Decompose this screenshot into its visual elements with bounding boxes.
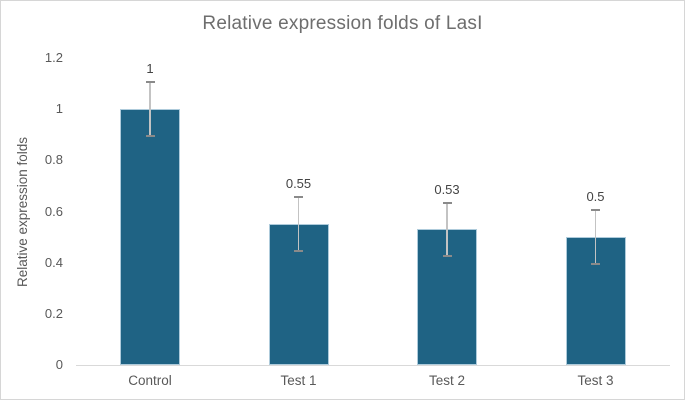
error-bar-cap-top <box>591 209 600 212</box>
y-tick-label: 0.6 <box>44 203 63 219</box>
bar-value-label: 0.5 <box>586 189 605 205</box>
x-tick-label: Control <box>128 373 172 388</box>
chart-title: Relative expression folds of LasI <box>202 13 483 34</box>
bar-value-label: 0.55 <box>285 176 312 192</box>
x-tick-label: Test 2 <box>428 373 466 388</box>
y-tick-label: 1 <box>55 101 63 117</box>
bar-value-label: 0.53 <box>434 181 460 197</box>
y-tick-label: 0.4 <box>44 254 63 270</box>
y-tick-label: 0.2 <box>44 305 63 321</box>
y-tick-label: 0 <box>55 357 63 372</box>
error-bar-cap-bottom <box>591 262 600 265</box>
bar-value-label: 1 <box>146 61 154 77</box>
y-tick-label: 1.2 <box>44 50 63 65</box>
error-bar-cap-top <box>145 81 155 84</box>
error-bar-line <box>446 202 448 257</box>
y-tick-label: 0.8 <box>44 152 63 168</box>
error-bar-cap-top <box>294 196 303 199</box>
x-tick-label: Test 1 <box>280 373 317 388</box>
bar-control <box>120 109 180 365</box>
error-bar-line <box>594 210 597 264</box>
error-bar-cap-bottom <box>442 255 452 258</box>
x-axis-line <box>76 365 670 366</box>
x-tick-label: Test 3 <box>577 373 614 388</box>
error-bar-line <box>149 82 151 137</box>
error-bar-cap-bottom <box>294 250 303 253</box>
error-bar-cap-top <box>442 201 452 204</box>
error-bar-line <box>297 197 300 252</box>
error-bar-cap-bottom <box>145 135 155 138</box>
